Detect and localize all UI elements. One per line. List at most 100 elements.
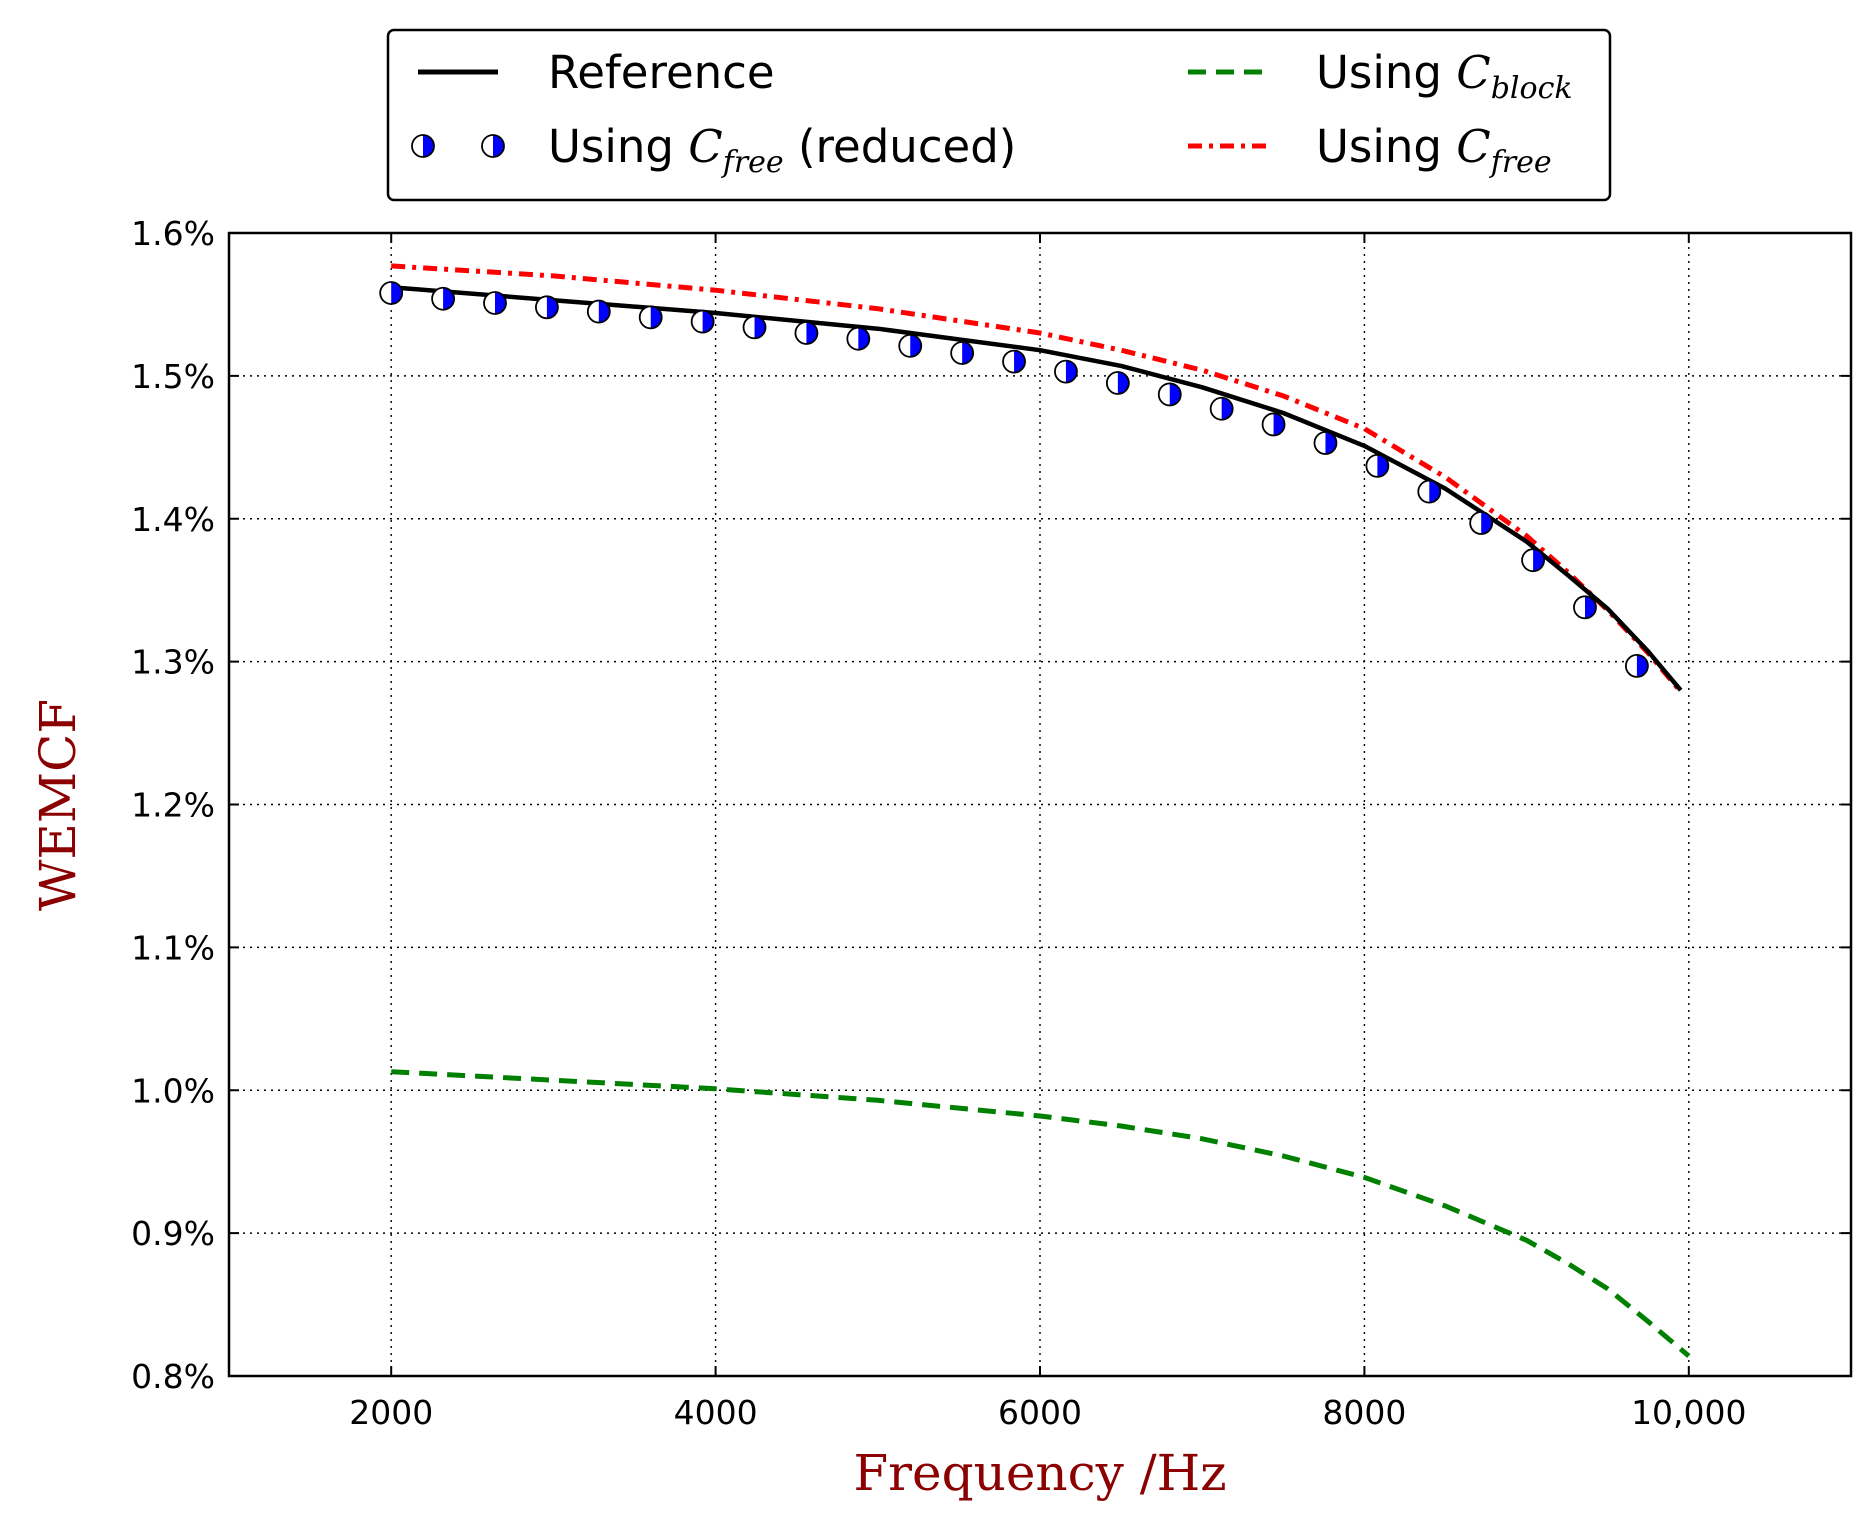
marker-outline (1157, 382, 1182, 407)
legend-math-cfree-reduced: C (688, 120, 722, 173)
marker-right-half (1584, 596, 1596, 619)
data-point-cfree_reduced (431, 286, 456, 311)
marker-right-half (1533, 549, 1545, 572)
x-tick-label: 8000 (1322, 1393, 1406, 1432)
data-point-cfree_reduced (379, 281, 404, 305)
marker-right-half (962, 342, 974, 365)
data-point-cfree_reduced (1313, 431, 1338, 455)
grid-layer (229, 233, 1851, 1376)
series-line-cfree (391, 263, 1683, 694)
marker-outline (1624, 654, 1649, 678)
data-point-cfree_reduced (1573, 595, 1597, 620)
y-tick-label: 1.0% (131, 1071, 215, 1110)
y-tick-label: 1.5% (131, 357, 215, 396)
data-point-cfree_reduced (1365, 453, 1390, 478)
marker-right-half (391, 282, 403, 305)
marker-right-half (598, 300, 610, 323)
marker-outline (1261, 412, 1286, 437)
marker-outline (1417, 479, 1442, 504)
y-tick-label: 0.8% (131, 1357, 215, 1396)
marker-outline (586, 299, 611, 324)
data-point-cfree_reduced (794, 321, 819, 345)
marker-right-half (1273, 413, 1285, 436)
marker-right-half (1117, 372, 1129, 395)
data-point-cfree_reduced (1054, 359, 1078, 384)
marker-outline (898, 333, 923, 358)
data-point-cfree_reduced (1157, 382, 1182, 407)
marker-right-half (1065, 360, 1077, 383)
marker-right-half (443, 287, 455, 310)
marker-right-half (858, 327, 870, 350)
data-point-cfree_reduced (1209, 396, 1234, 421)
marker-right-half (1377, 454, 1389, 477)
marker-right-half (1636, 654, 1648, 677)
marker-right-half (806, 322, 818, 345)
marker-outline (1573, 595, 1597, 620)
data-point-cfree_reduced (1624, 654, 1649, 678)
marker-outline (379, 281, 404, 305)
marker-outline (1054, 359, 1078, 384)
x-tick-label: 6000 (998, 1393, 1082, 1432)
y-tick-label: 1.4% (131, 500, 215, 539)
x-tick-label: 2000 (349, 1393, 433, 1432)
legend-sub-cblock: block (1491, 71, 1573, 106)
marker-outline (1313, 431, 1338, 455)
marker-right-half (493, 135, 504, 157)
marker-right-half (495, 292, 507, 315)
marker-outline (794, 321, 819, 345)
marker-right-half (754, 316, 766, 339)
marker-right-half (702, 310, 714, 333)
data-point-cfree_reduced (846, 326, 871, 351)
x-axis-label: Frequency /Hz (853, 1444, 1226, 1502)
legend-label-reference: Reference (548, 46, 775, 99)
data-point-cfree_reduced (1105, 371, 1130, 395)
marker-outline (950, 341, 975, 365)
legend-marker (481, 134, 505, 158)
data-point-cfree_reduced (898, 333, 923, 358)
marker-outline (742, 315, 767, 340)
marker-outline (481, 134, 505, 158)
legend-math-cfree: C (1456, 120, 1490, 173)
marker-right-half (1169, 383, 1181, 406)
tick-layer: 2000 4000 6000 8000 10,000 0.8% 0.9% 1.0% 1.1% 1.… (131, 214, 1851, 1432)
data-point-cfree_reduced (535, 295, 559, 320)
legend-marker (411, 134, 435, 158)
data-point-cfree_reduced (690, 309, 715, 334)
legend-prefix-cfree: Using (1316, 120, 1456, 173)
y-tick-label: 1.1% (131, 928, 215, 967)
marker-outline (1105, 371, 1130, 395)
data-point-cfree_reduced (1521, 548, 1545, 573)
y-tick-label: 1.3% (131, 643, 215, 682)
series-layer (379, 263, 1691, 1358)
marker-outline (411, 134, 435, 158)
y-tick-label: 1.2% (131, 786, 215, 825)
marker-outline (1002, 349, 1026, 374)
legend-sub-cfree: free (1489, 145, 1552, 180)
legend-swatch-cfree-reduced (411, 134, 505, 158)
data-point-cfree_reduced (1002, 349, 1026, 374)
marker-right-half (1014, 350, 1026, 373)
data-point-cfree_reduced (483, 291, 507, 315)
marker-right-half (546, 296, 558, 319)
marker-right-half (1481, 512, 1493, 535)
marker-right-half (910, 334, 922, 357)
x-tick-label: 4000 (674, 1393, 758, 1432)
data-point-cfree_reduced (950, 341, 975, 365)
series-line-cblock (391, 1069, 1691, 1358)
data-point-cfree_reduced (638, 305, 663, 330)
marker-outline (1469, 511, 1494, 535)
y-tick-label: 1.6% (131, 214, 215, 253)
marker-outline (638, 305, 663, 330)
legend-label-cfree: Using Cfree (1316, 120, 1552, 180)
legend-label-cblock: Using Cblock (1316, 46, 1573, 106)
y-axis-label: WEMCF (29, 699, 87, 911)
marker-outline (431, 286, 456, 311)
x-tick-label: 10,000 (1631, 1393, 1746, 1432)
marker-outline (1365, 453, 1390, 478)
data-point-cfree_reduced (1261, 412, 1286, 437)
legend-frame (386, 28, 1612, 202)
marker-right-half (1429, 480, 1441, 503)
data-point-cfree_reduced (742, 315, 767, 340)
legend-label-cfree-reduced: Using Cfree (reduced) (548, 120, 1016, 180)
